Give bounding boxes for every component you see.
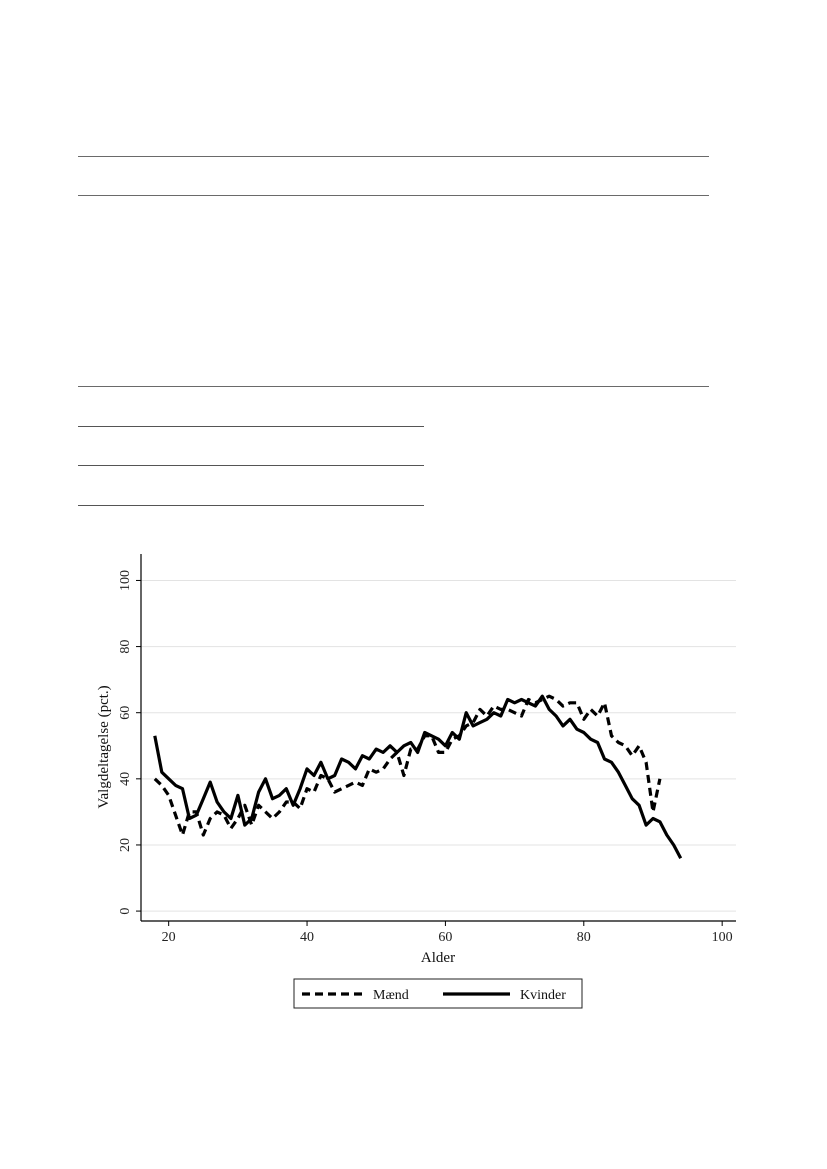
- y-tick-label-40: 40: [118, 772, 133, 786]
- y-tick-label-20: 20: [118, 838, 133, 852]
- x-tick-label-60: 60: [438, 930, 452, 945]
- x-tick-label-100: 100: [712, 930, 733, 945]
- page-rule-3: [78, 386, 709, 387]
- series-line-maend: [153, 694, 662, 837]
- page-rule-5: [78, 465, 424, 466]
- legend: Mænd Kvinder: [293, 978, 583, 1009]
- turnout-by-age-chart: 20 40 60 80 100 0 20 40 60 80 100 Alder Valgdelta…: [96, 554, 736, 1009]
- y-axis-title: Valgdeltagelse (pct.): [96, 685, 112, 808]
- y-tick-label-100: 100: [118, 570, 133, 591]
- page-rule-2: [78, 195, 709, 196]
- gridlines: [141, 579, 736, 912]
- page-rule-6: [78, 505, 424, 506]
- y-tick-label-80: 80: [118, 640, 133, 654]
- y-tick-label-0: 0: [118, 908, 133, 915]
- y-tick-labels: 0 20 40 60 80 100: [118, 570, 133, 915]
- legend-label-kvinder: Kvinder: [520, 988, 566, 1003]
- series-line-kvinder: [153, 694, 683, 859]
- x-tick-label-80: 80: [577, 930, 591, 945]
- page-rule-4: [78, 426, 424, 427]
- axes: [136, 554, 736, 926]
- x-axis-title: Alder: [421, 950, 455, 966]
- x-tick-label-40: 40: [300, 930, 314, 945]
- legend-label-maend: Mænd: [373, 988, 409, 1003]
- y-tick-label-60: 60: [118, 706, 133, 720]
- x-tick-label-20: 20: [162, 930, 176, 945]
- page-rule-1: [78, 156, 709, 157]
- series-lines: [153, 694, 683, 859]
- x-tick-labels: 20 40 60 80 100: [162, 930, 733, 945]
